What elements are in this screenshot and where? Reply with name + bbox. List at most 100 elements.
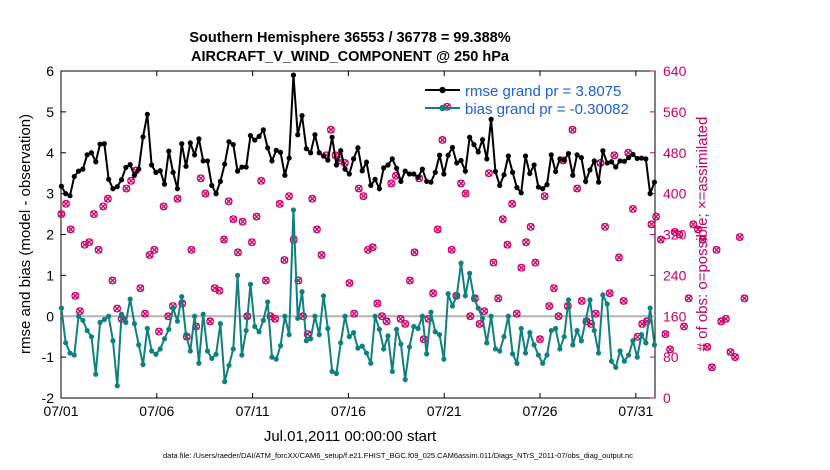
bias-point xyxy=(591,327,597,334)
rmse-point xyxy=(600,148,606,154)
obs-possible-marker xyxy=(731,353,740,362)
obs-assimilated-marker xyxy=(136,284,144,292)
obs-possible-marker xyxy=(141,309,149,318)
obs-possible-marker xyxy=(526,222,535,231)
obs-count-point xyxy=(373,299,382,308)
y2-tick-label: 240 xyxy=(663,267,687,283)
x-tick-label: 07/11 xyxy=(236,403,270,419)
rmse-point xyxy=(514,184,520,191)
rmse-point xyxy=(174,186,181,192)
obs-possible-marker xyxy=(85,238,94,247)
rmse-point xyxy=(467,134,473,140)
obs-count-point xyxy=(57,210,66,219)
rmse-point xyxy=(436,152,443,158)
obs-assimilated-marker xyxy=(387,179,395,187)
rmse-point xyxy=(608,159,615,165)
rmse-point xyxy=(118,177,125,183)
obs-count-point xyxy=(122,184,131,193)
obs-count-point xyxy=(615,253,623,262)
rmse-point xyxy=(265,145,271,151)
bias-point xyxy=(179,294,185,300)
obs-count-point xyxy=(108,276,117,285)
bias-point xyxy=(385,333,391,339)
obs-assimilated-marker xyxy=(201,190,209,198)
obs-assimilated-marker xyxy=(355,185,363,192)
rmse-point xyxy=(522,153,529,159)
bias-point xyxy=(475,305,481,311)
rmse-point xyxy=(368,182,374,189)
obs-possible-marker xyxy=(484,169,493,178)
rmse-point xyxy=(234,168,241,174)
obs-possible-marker xyxy=(280,256,289,264)
obs-possible-marker xyxy=(187,245,196,254)
bias-point xyxy=(325,325,331,332)
rmse-point xyxy=(492,168,499,175)
bias-point xyxy=(273,356,279,362)
bias-point xyxy=(149,348,155,354)
bias-point xyxy=(643,340,649,346)
obs-count-point xyxy=(85,238,94,247)
bias-point xyxy=(621,358,627,364)
obs-assimilated-marker xyxy=(694,225,702,233)
obs-possible-marker xyxy=(396,314,405,323)
obs-possible-marker xyxy=(206,317,215,326)
obs-assimilated-marker xyxy=(429,289,437,297)
obs-count-point xyxy=(229,215,238,224)
obs-assimilated-marker xyxy=(257,177,265,185)
obs-count-point xyxy=(573,184,582,193)
obs-possible-marker xyxy=(317,250,326,259)
bias-point xyxy=(161,336,168,342)
obs-count-point xyxy=(280,256,289,264)
obs-count-point xyxy=(740,294,749,303)
bias-point xyxy=(376,326,382,332)
obs-count-point xyxy=(536,335,544,344)
rmse-point xyxy=(626,155,632,161)
obs-count-point xyxy=(382,317,391,326)
rmse-point xyxy=(647,191,653,197)
obs-assimilated-marker xyxy=(104,195,112,203)
obs-count-point xyxy=(429,289,438,298)
obs-assimilated-marker xyxy=(485,169,493,177)
obs-count-point xyxy=(224,197,233,206)
rmse-point xyxy=(127,162,133,168)
bias-point xyxy=(587,297,593,303)
bias-point xyxy=(144,325,150,332)
rmse-point xyxy=(351,156,357,162)
bias-point xyxy=(88,334,95,340)
obs-possible-marker xyxy=(238,217,247,226)
obs-assimilated-marker xyxy=(285,192,293,200)
bias-point xyxy=(359,343,365,349)
bias-point xyxy=(535,352,541,358)
rmse-point xyxy=(346,171,352,177)
bias-point xyxy=(170,305,176,311)
obs-possible-marker xyxy=(447,245,456,254)
obs-count-point xyxy=(215,286,224,295)
obs-assimilated-marker xyxy=(206,317,214,325)
bias-point xyxy=(411,323,417,330)
obs-count-point xyxy=(549,284,558,293)
obs-count-point xyxy=(410,248,419,257)
x-tick-label: 07/16 xyxy=(331,403,366,419)
obs-possible-marker xyxy=(136,284,145,293)
obs-count-point xyxy=(247,238,256,247)
obs-assimilated-marker xyxy=(508,200,516,208)
bias-point xyxy=(479,315,486,321)
obs-possible-marker xyxy=(57,210,66,219)
rmse-point xyxy=(638,155,645,161)
x-tick-label: 07/06 xyxy=(139,403,174,419)
rmse-point xyxy=(501,172,507,178)
bias-point xyxy=(71,352,77,358)
rmse-point xyxy=(256,133,262,139)
rmse-point xyxy=(226,139,232,145)
obs-possible-marker xyxy=(257,176,266,185)
rmse-point xyxy=(110,186,116,192)
obs-assimilated-marker xyxy=(57,210,65,218)
rmse-point xyxy=(320,153,327,159)
rmse-point xyxy=(565,150,572,157)
obs-assimilated-marker xyxy=(434,225,442,233)
rmse-point xyxy=(449,144,456,151)
bias-point xyxy=(230,346,236,352)
obs-assimilated-marker xyxy=(531,259,539,267)
bias-point xyxy=(604,301,610,307)
